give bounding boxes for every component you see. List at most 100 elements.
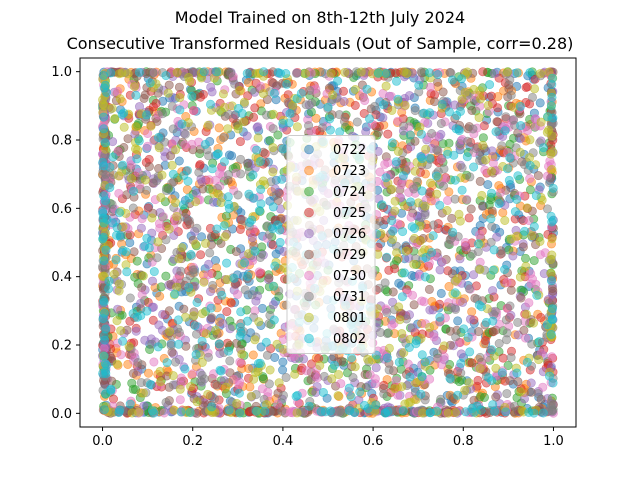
point — [486, 166, 496, 176]
point — [495, 188, 505, 198]
point — [512, 368, 522, 378]
point — [235, 85, 245, 95]
point — [533, 389, 543, 399]
point — [516, 387, 526, 397]
point — [268, 281, 278, 291]
point — [211, 325, 221, 335]
point — [203, 389, 213, 399]
point — [446, 303, 456, 313]
point — [478, 67, 488, 77]
point — [433, 70, 443, 80]
point — [444, 281, 454, 291]
point — [134, 407, 144, 417]
point — [375, 327, 385, 337]
point — [167, 160, 177, 170]
point — [154, 133, 164, 143]
x-tick-label: 0.8 — [453, 434, 474, 449]
point — [454, 209, 464, 219]
point — [155, 223, 165, 233]
point — [538, 382, 548, 392]
x-axis: 0.0 0.2 0.4 0.6 0.8 1.0 — [92, 427, 564, 449]
point — [296, 88, 306, 98]
point — [175, 93, 185, 103]
point — [373, 127, 383, 137]
point — [502, 67, 512, 77]
point — [177, 243, 187, 253]
point — [334, 110, 344, 120]
point — [501, 407, 511, 417]
point — [381, 81, 391, 91]
point — [145, 379, 155, 389]
point — [398, 171, 408, 181]
point — [399, 121, 409, 131]
point — [464, 284, 474, 294]
point — [275, 237, 285, 247]
point — [505, 301, 515, 311]
point — [382, 307, 392, 317]
point — [521, 309, 531, 319]
point — [196, 250, 206, 260]
point — [134, 67, 144, 77]
point — [432, 145, 442, 155]
point — [393, 147, 403, 157]
point — [117, 110, 127, 120]
point — [235, 322, 245, 332]
point — [487, 146, 497, 156]
point — [525, 153, 535, 163]
point — [220, 232, 230, 242]
point — [250, 335, 260, 345]
point — [174, 156, 184, 166]
x-tick-label: 1.0 — [543, 434, 564, 449]
point — [268, 167, 278, 177]
point — [132, 154, 142, 164]
point — [273, 399, 283, 409]
point — [531, 191, 541, 201]
point — [239, 117, 249, 127]
point — [161, 397, 171, 407]
point — [468, 124, 478, 134]
legend-marker — [304, 270, 314, 281]
point — [500, 264, 510, 274]
point — [527, 339, 537, 349]
point — [251, 368, 261, 378]
point — [269, 88, 279, 98]
point — [99, 331, 109, 341]
point — [480, 335, 490, 345]
point — [502, 164, 512, 174]
point — [149, 357, 159, 367]
point — [475, 176, 485, 186]
point — [409, 184, 419, 194]
point — [398, 406, 408, 416]
point — [409, 233, 419, 243]
point — [478, 133, 488, 143]
point — [107, 103, 117, 113]
point — [206, 303, 216, 313]
point — [459, 324, 469, 334]
point — [461, 407, 471, 417]
point — [272, 339, 282, 349]
point — [474, 113, 484, 123]
point — [512, 68, 522, 78]
point — [524, 216, 534, 226]
point — [137, 290, 147, 300]
point — [116, 326, 126, 336]
point — [410, 166, 420, 176]
point — [379, 389, 389, 399]
point — [121, 247, 131, 257]
point — [142, 110, 152, 120]
point — [305, 86, 315, 96]
point — [340, 67, 350, 77]
point — [235, 137, 245, 147]
point — [199, 277, 209, 287]
point — [336, 379, 346, 389]
point — [262, 350, 272, 360]
point — [467, 358, 477, 368]
point — [215, 168, 225, 178]
point — [243, 316, 253, 326]
point — [184, 216, 194, 226]
point — [174, 254, 184, 264]
point — [184, 282, 194, 292]
point — [339, 116, 349, 126]
point — [396, 180, 406, 190]
point — [547, 165, 557, 175]
